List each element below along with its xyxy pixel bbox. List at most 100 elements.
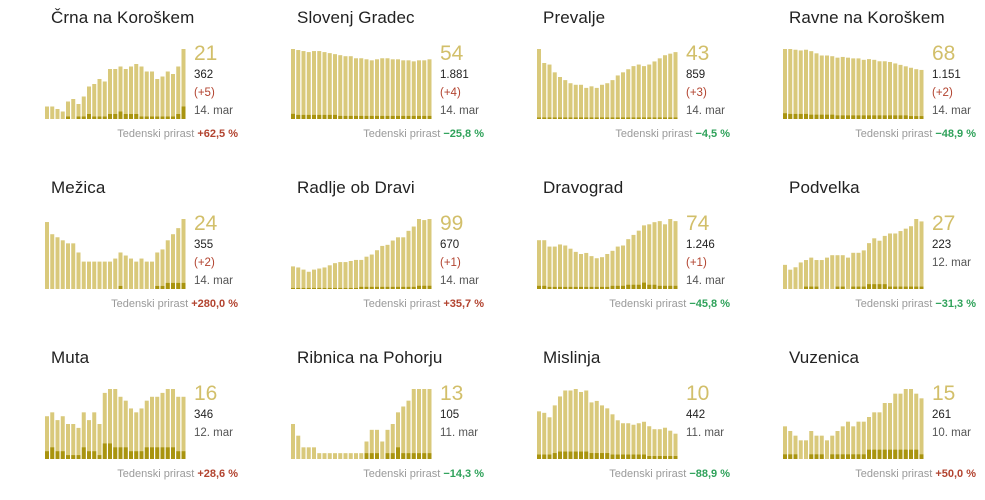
new-cases-bar (861, 286, 866, 289)
new-cases-bar (333, 287, 337, 289)
active-cases-bar (333, 453, 337, 459)
active-cases-bar (369, 60, 374, 119)
new-cases-bar (327, 287, 332, 289)
active-cases-bar (411, 389, 416, 459)
active-cases-bar (317, 51, 322, 119)
new-cases-bar (390, 453, 395, 459)
new-cases-bar (657, 117, 662, 119)
new-cases-bar (589, 117, 594, 119)
active-cases-bar (558, 396, 562, 459)
new-cases-bar (87, 114, 91, 119)
active-cases-bar (422, 389, 427, 459)
new-cases-bar (118, 285, 123, 289)
active-cases-bar (798, 50, 803, 119)
update-date: 14. mar (686, 275, 725, 287)
active-cases-bar (903, 228, 908, 289)
total-cases: 1.881 (440, 69, 469, 81)
new-cases-bar (301, 114, 306, 119)
weekly-growth-label: Tedenski prirast (111, 298, 189, 310)
new-cases-bar (605, 453, 610, 459)
new-cases-bar (406, 286, 411, 289)
new-cases-bar (406, 115, 411, 119)
active-cases-bar (636, 423, 641, 459)
active-cases-bar (129, 66, 133, 119)
new-cases-bar (909, 449, 913, 459)
new-cases-bar (369, 453, 374, 459)
active-cases-bar (594, 400, 599, 459)
new-cases-bar (144, 116, 149, 119)
weekly-growth-value: −25,8 % (443, 128, 484, 140)
new-cases-bar (401, 286, 406, 289)
new-cases-bar (851, 454, 856, 459)
active-cases-bar (610, 250, 615, 289)
new-cases-bar (882, 449, 887, 459)
active-cases-bar (160, 249, 165, 289)
new-cases-bar (417, 453, 421, 459)
new-cases-bar (663, 117, 667, 119)
active-cases-bar (809, 51, 814, 119)
weekly-growth-label: Tedenski prirast (609, 468, 687, 480)
active-cases-bar (877, 61, 882, 119)
active-cases-bar (406, 400, 411, 459)
card-title: Dravograd (543, 178, 624, 197)
new-cases-bar (584, 286, 589, 289)
active-cases-bar (835, 431, 840, 459)
new-cases-bar (804, 113, 808, 119)
new-cases-bar (867, 449, 871, 459)
active-cases-bar (427, 59, 432, 119)
active-cases-bar (537, 411, 541, 459)
active-cases-bar (825, 257, 829, 289)
new-cases-bar (851, 115, 856, 119)
active-cases-bar (537, 240, 541, 289)
active-cases-bar (673, 52, 678, 119)
total-cases: 105 (440, 409, 460, 421)
new-cases-bar (60, 451, 65, 459)
active-cases-bar (573, 84, 578, 119)
new-cases-bar (422, 115, 427, 119)
new-cases-bar (45, 451, 49, 459)
new-cases-bar (181, 106, 186, 119)
active-cases-bar (647, 64, 652, 119)
active-cases-bar (401, 406, 406, 459)
active-cases-bar (652, 222, 657, 289)
active-cases-bar (427, 219, 432, 289)
new-cases-bar (840, 286, 845, 289)
new-cases-bar (81, 447, 86, 459)
bar-chart (45, 49, 186, 119)
active-cases-bar (155, 396, 160, 459)
new-cases-bar (306, 287, 311, 289)
new-cases-bar (343, 115, 348, 119)
active-cases-bar (155, 252, 160, 289)
active-cases-bar (71, 424, 76, 459)
new-cases-bar (652, 284, 657, 289)
active-cases-bar (867, 243, 871, 289)
weekly-growth: Tedenski prirast −31,3 % (855, 298, 976, 310)
daily-change: (+1) (686, 257, 707, 269)
active-cases-bar (333, 263, 337, 289)
new-cases-bar (872, 284, 877, 289)
active-cases-bar (573, 251, 578, 289)
new-cases-bar (411, 115, 416, 119)
active-cases-bar (165, 240, 170, 289)
new-cases-bar (861, 454, 866, 459)
new-cases-bar (888, 115, 892, 119)
active-cases: 13 (440, 382, 464, 405)
active-cases-bar (652, 429, 657, 459)
new-cases-bar (652, 117, 657, 119)
active-cases-bar (417, 60, 421, 119)
active-cases-bar (160, 76, 165, 119)
new-cases-bar (914, 449, 919, 459)
bar-chart (45, 219, 186, 289)
bar-chart (45, 389, 186, 459)
active-cases-bar (825, 55, 829, 119)
active-cases-bar (181, 396, 186, 459)
new-cases-bar (636, 117, 641, 119)
new-cases-bar (401, 115, 406, 119)
active-cases-bar (411, 61, 416, 119)
weekly-growth: Tedenski prirast −25,8 % (363, 128, 484, 140)
active-cases-bar (793, 49, 798, 119)
municipality-card: Slovenj Gradec 54 1.881 (+4) 14. mar Tedenski… (246, 0, 491, 160)
new-cases-bar (851, 286, 856, 289)
active-cases-bar (882, 403, 887, 459)
new-cases-bar (102, 443, 107, 459)
